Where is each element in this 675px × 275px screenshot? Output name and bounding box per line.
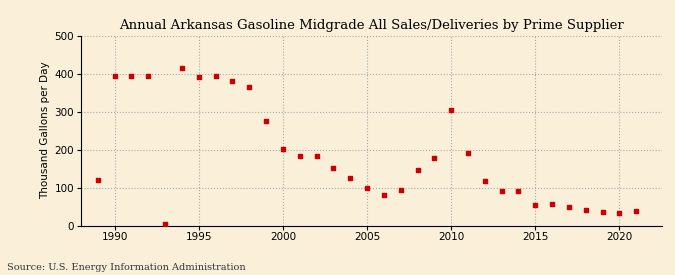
Point — [126, 74, 137, 79]
Point — [547, 202, 558, 206]
Y-axis label: Thousand Gallons per Day: Thousand Gallons per Day — [40, 62, 50, 199]
Point — [193, 75, 204, 79]
Point — [580, 208, 591, 213]
Point — [597, 210, 608, 214]
Point — [479, 178, 490, 183]
Point — [362, 185, 373, 190]
Point — [631, 209, 642, 214]
Point — [379, 193, 389, 197]
Point — [462, 151, 473, 156]
Point — [311, 154, 322, 158]
Point — [109, 74, 120, 79]
Point — [92, 178, 103, 182]
Point — [496, 189, 507, 194]
Point — [396, 188, 406, 192]
Point — [446, 108, 456, 112]
Point — [160, 221, 171, 226]
Point — [177, 66, 188, 70]
Point — [143, 73, 154, 78]
Point — [429, 156, 439, 160]
Point — [277, 147, 288, 151]
Point — [244, 85, 254, 89]
Point — [210, 73, 221, 78]
Point — [412, 168, 423, 173]
Point — [614, 211, 625, 215]
Point — [345, 176, 356, 180]
Title: Annual Arkansas Gasoline Midgrade All Sales/Deliveries by Prime Supplier: Annual Arkansas Gasoline Midgrade All Sa… — [119, 19, 624, 32]
Point — [294, 154, 305, 158]
Point — [530, 202, 541, 207]
Point — [564, 204, 574, 209]
Point — [513, 188, 524, 193]
Point — [227, 78, 238, 83]
Point — [261, 119, 271, 123]
Text: Source: U.S. Energy Information Administration: Source: U.S. Energy Information Administ… — [7, 263, 246, 272]
Point — [328, 166, 339, 170]
